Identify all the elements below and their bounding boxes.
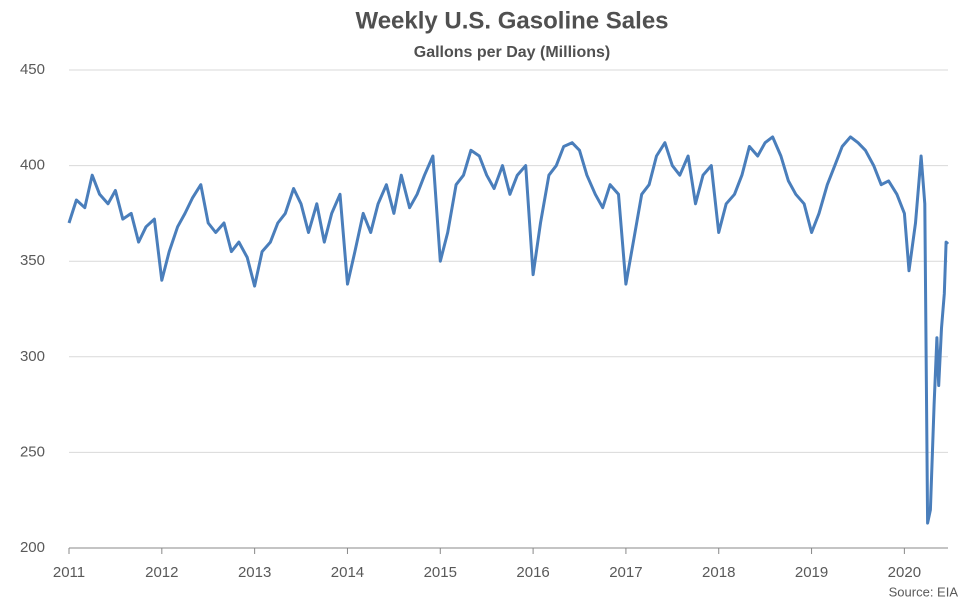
x-tick-label: 2011 bbox=[53, 564, 85, 581]
x-tick-label: 2014 bbox=[331, 564, 364, 581]
chart-subtitle: Gallons per Day (Millions) bbox=[414, 44, 610, 61]
y-tick-label: 450 bbox=[20, 61, 45, 78]
x-tick-label: 2015 bbox=[424, 564, 457, 581]
x-tick-label: 2019 bbox=[795, 564, 828, 581]
y-tick-label: 200 bbox=[20, 539, 45, 556]
y-tick-label: 350 bbox=[20, 252, 45, 269]
x-tick-label: 2013 bbox=[238, 564, 271, 581]
x-tick-label: 2017 bbox=[609, 564, 642, 581]
y-tick-label: 300 bbox=[20, 348, 45, 365]
x-tick-label: 2018 bbox=[702, 564, 735, 581]
source-note: Source: EIA bbox=[889, 584, 959, 599]
data-line bbox=[67, 135, 950, 525]
x-tick-label: 2016 bbox=[516, 564, 549, 581]
y-tick-label: 250 bbox=[20, 443, 45, 460]
chart-title: Weekly U.S. Gasoline Sales bbox=[355, 7, 668, 34]
x-tick-label: 2012 bbox=[145, 564, 178, 581]
x-tick-label: 2020 bbox=[888, 564, 921, 581]
y-tick-label: 400 bbox=[20, 157, 45, 174]
